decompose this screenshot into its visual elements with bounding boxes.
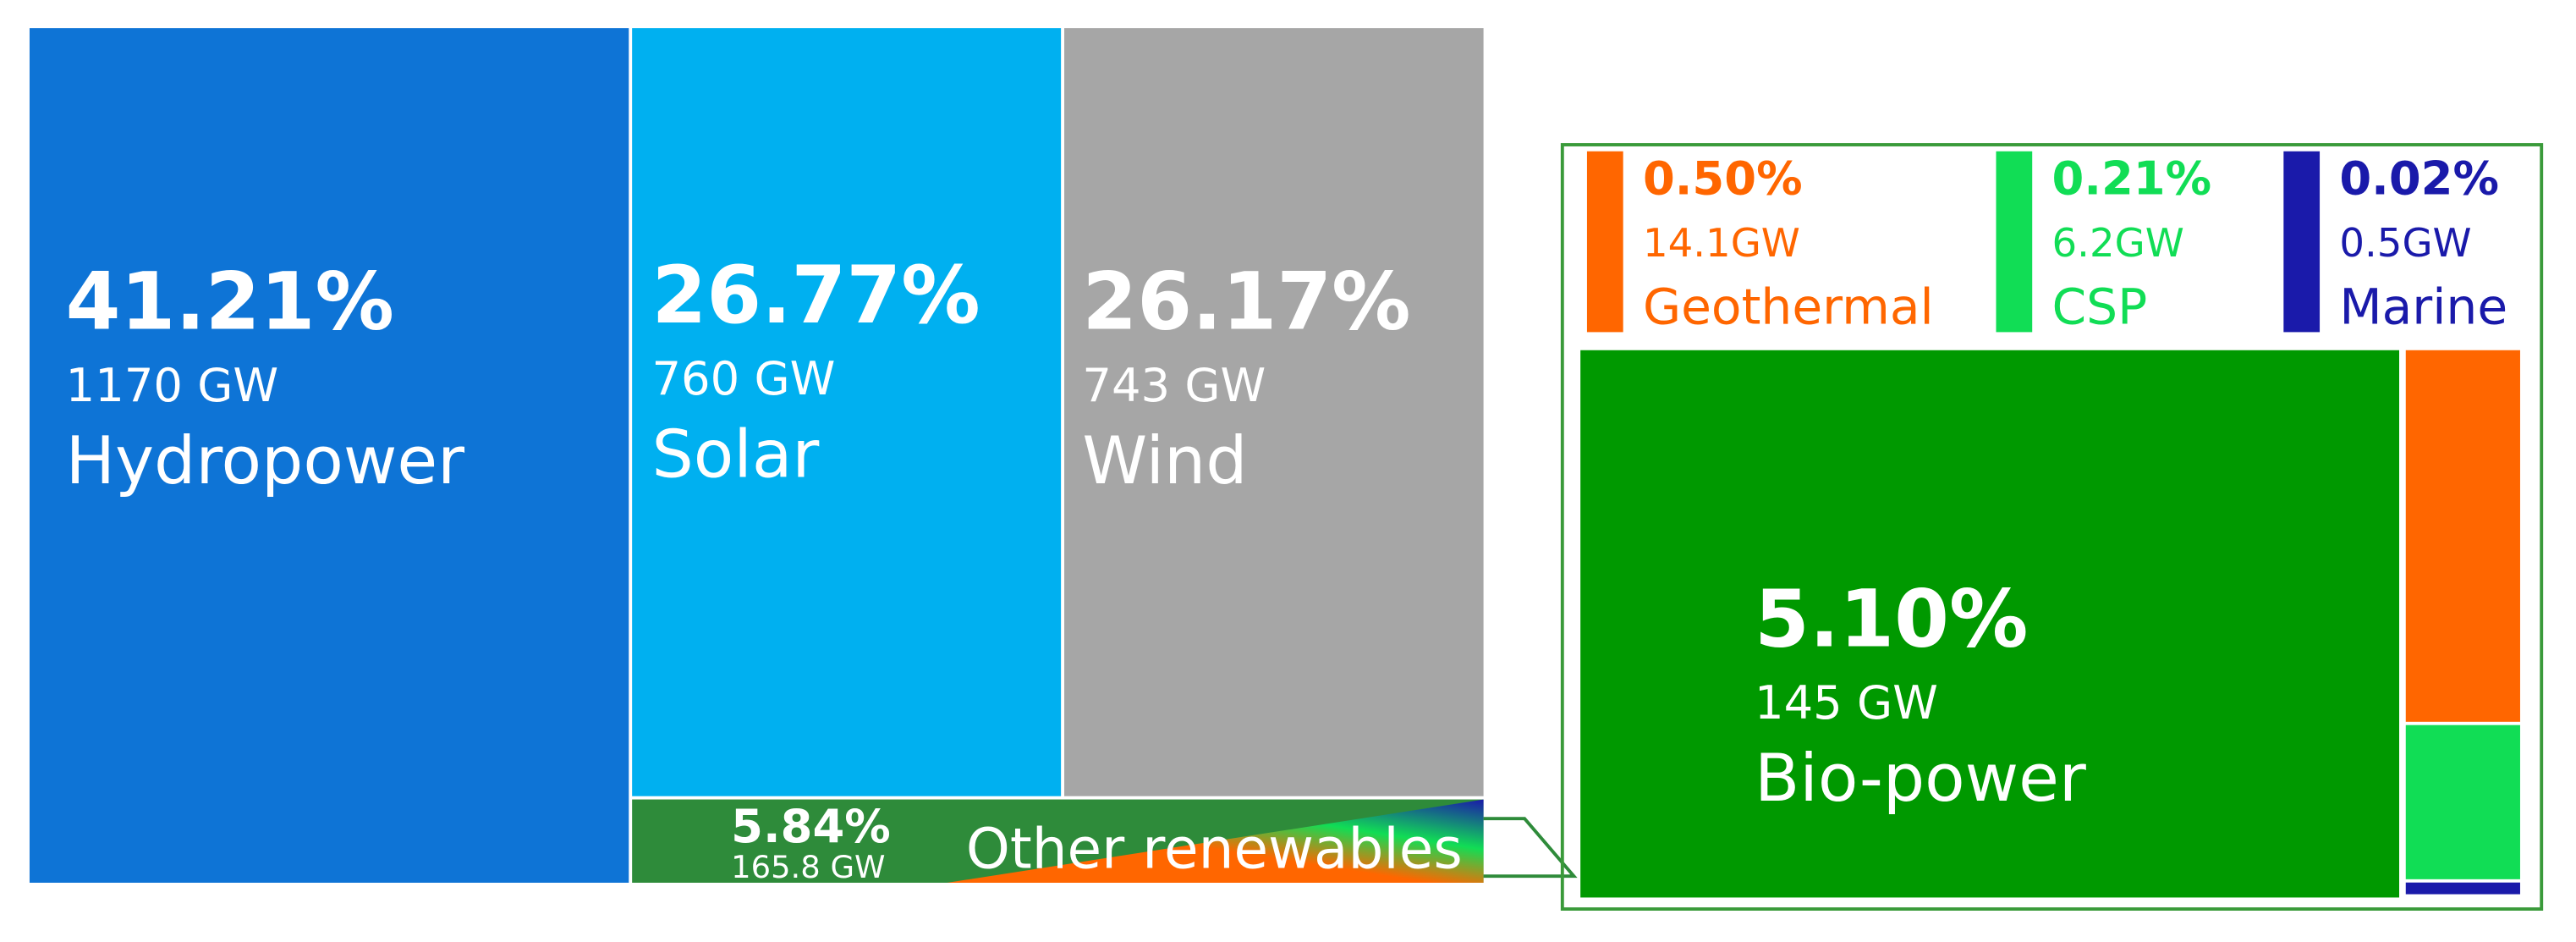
tile [2405, 724, 2520, 879]
percent-label: 26.17% [1082, 256, 1410, 348]
name-label: Wind [1082, 423, 1247, 499]
inset-frame [1560, 143, 2544, 911]
name-label: Solar [651, 416, 819, 493]
legend-swatch [2283, 151, 2321, 333]
legend-percent: 0.21% [2052, 151, 2212, 205]
capacity-label: 1170 GW [66, 359, 279, 412]
legend-swatch [1586, 151, 1623, 333]
legend-capacity: 6.2GW [2052, 220, 2184, 266]
tile [632, 28, 1062, 796]
percent-label: 41.21% [66, 256, 394, 348]
capacity-label: 743 GW [1082, 359, 1266, 412]
legend-percent: 0.50% [1643, 151, 1803, 205]
capacity-label: 760 GW [651, 352, 835, 405]
tile [1580, 350, 2400, 898]
name-label: Other renewables [966, 816, 1463, 881]
name-label: Hydropower [66, 423, 464, 499]
percent-label: 5.10% [1755, 572, 2028, 664]
name-label: Bio-power [1755, 741, 2086, 817]
legend-percent: 0.02% [2339, 151, 2499, 205]
percent-label: 5.84% [731, 800, 891, 853]
legend-name: Geothermal [1643, 278, 1934, 336]
legend-name: CSP [2052, 278, 2148, 336]
legend-swatch [1996, 151, 2033, 333]
capacity-label: 145 GW [1755, 676, 1938, 730]
tile [1064, 28, 1484, 796]
legend-capacity: 0.5GW [2339, 220, 2471, 266]
legend-name: Marine [2339, 278, 2507, 336]
capacity-label: 165.8 GW [731, 849, 885, 885]
tile [2405, 350, 2520, 722]
tile [2405, 882, 2520, 895]
connector [1483, 817, 1578, 879]
percent-label: 26.77% [651, 249, 980, 341]
legend-capacity: 14.1GW [1643, 220, 1800, 266]
tile [29, 28, 629, 883]
